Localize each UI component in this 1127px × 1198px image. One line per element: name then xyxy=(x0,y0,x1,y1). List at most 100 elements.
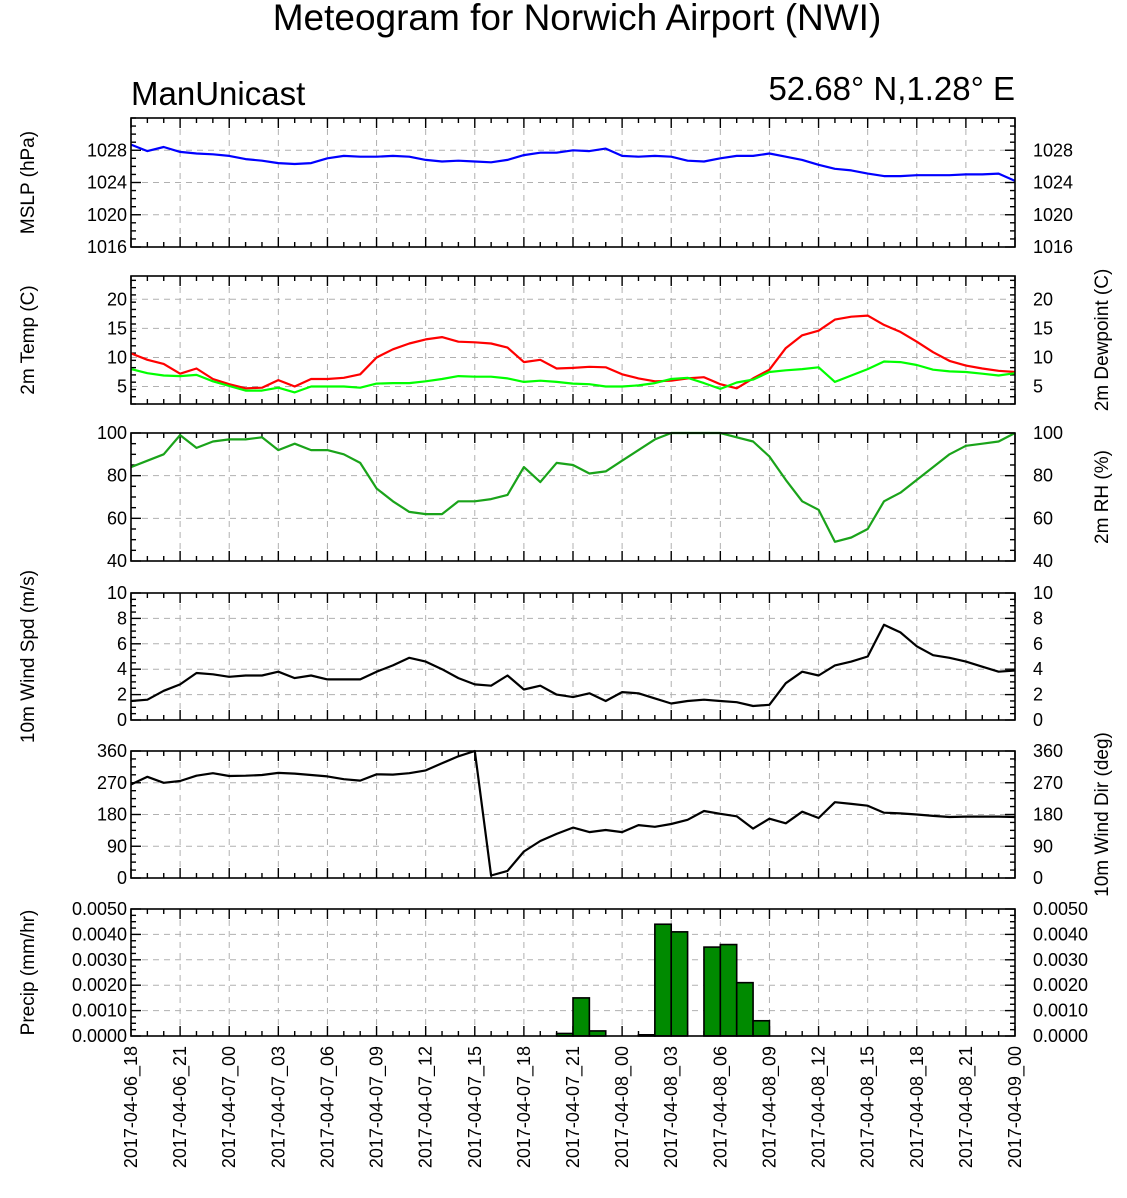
wspd-frame xyxy=(130,592,1016,721)
precip-bar xyxy=(670,931,689,1037)
time-tick-label: 2017-04-08_06 xyxy=(710,1046,731,1168)
precip-ytick-label-right: 0.0010 xyxy=(1033,1001,1088,1021)
time-tick-label: 2017-04-09_00 xyxy=(1005,1046,1026,1168)
wspd-ytick-label-left: 10 xyxy=(107,583,127,603)
dewpoint-line xyxy=(130,360,1016,394)
wdir-ylabel-right: 10m Wind Dir (deg) xyxy=(1092,732,1113,897)
time-tick-label: 2017-04-07_21 xyxy=(563,1046,584,1168)
wdir-ytick-label-left: 0 xyxy=(117,868,127,888)
precipitation-panel: 0.0000 0.0000 0.0010 0.0010 0.0020 0.0020 0.00… xyxy=(18,899,1088,1046)
temp-frame xyxy=(130,275,1016,405)
temp-ytick-label-left: 20 xyxy=(107,289,127,309)
time-tick-label: 2017-04-07_03 xyxy=(268,1046,289,1168)
time-tick-label: 2017-04-07_06 xyxy=(317,1046,338,1168)
wspd-ytick-label-left: 0 xyxy=(117,710,127,730)
wdir-ytick-label-right: 360 xyxy=(1033,741,1063,761)
temperature-dewpoint-panel: 5 5 10 10 15 15 20 20 2m Temp (C) 2m Dewpoint (C) xyxy=(18,269,1113,412)
wdir-ytick-label-left: 90 xyxy=(107,836,127,856)
wspd-ytick-label-left: 4 xyxy=(117,659,127,679)
mslp-ytick-label-right: 1020 xyxy=(1033,205,1073,225)
time-tick-label: 2017-04-08_12 xyxy=(809,1046,830,1168)
rh-ytick-label-right: 100 xyxy=(1033,423,1063,443)
temp-ytick-label-left: 10 xyxy=(107,347,127,367)
wdir-ytick-label-right: 0 xyxy=(1033,868,1043,888)
precip-ytick-label-right: 0.0020 xyxy=(1033,975,1088,995)
precip-ytick-label-left: 0.0000 xyxy=(72,1026,127,1046)
station-source-label: ManUnicast xyxy=(131,75,305,112)
mslp-ytick-label-right: 1024 xyxy=(1033,173,1073,193)
precip-ytick-label-left: 0.0010 xyxy=(72,1001,127,1021)
time-tick-label: 2017-04-07_18 xyxy=(514,1046,535,1168)
temp-ytick-label-left: 15 xyxy=(107,318,127,338)
wspd-ytick-label-right: 2 xyxy=(1033,685,1043,705)
temp-ytick-label-left: 5 xyxy=(117,377,127,397)
wspd-ytick-label-left: 6 xyxy=(117,634,127,654)
rh-ytick-label-left: 100 xyxy=(97,423,127,443)
time-tick-label: 2017-04-06_21 xyxy=(170,1046,191,1168)
temp-ylabel-right: 2m Dewpoint (C) xyxy=(1092,269,1113,412)
rh-ytick-label-right: 60 xyxy=(1033,508,1053,528)
wspd-ytick-label-right: 8 xyxy=(1033,608,1043,628)
rh-ylabel-right: 2m RH (%) xyxy=(1092,450,1113,544)
time-tick-label: 2017-04-07_09 xyxy=(367,1046,388,1168)
precip-bar xyxy=(752,1019,771,1037)
wind-direction-panel: 0 0 90 90 180 180 270 270 360 360 10m Wind Dir (de… xyxy=(97,732,1113,897)
wspd-ytick-label-right: 10 xyxy=(1033,583,1053,603)
time-tick-label: 2017-04-08_03 xyxy=(661,1046,682,1168)
mslp-ytick-label-left: 1028 xyxy=(87,140,127,160)
precip-ylabel-left: Precip (mm/hr) xyxy=(18,910,39,1036)
precip-ytick-label-right: 0.0050 xyxy=(1033,899,1088,919)
time-tick-label: 2017-04-07_00 xyxy=(219,1046,240,1168)
precip-ytick-label-right: 0.0040 xyxy=(1033,924,1088,944)
wdir-frame xyxy=(130,750,1016,879)
precip-ytick-label-left: 0.0040 xyxy=(72,924,127,944)
temp-ytick-label-right: 20 xyxy=(1033,289,1053,309)
time-tick-label: 2017-04-07_15 xyxy=(465,1046,486,1168)
wspd-ylabel-left: 10m Wind Spd (m/s) xyxy=(18,570,39,743)
figure-title: Meteogram for Norwich Airport (NWI) xyxy=(273,0,882,38)
precip-bar xyxy=(703,946,722,1037)
wdir-ytick-label-left: 180 xyxy=(97,805,127,825)
mslp-ytick-label-left: 1016 xyxy=(87,237,127,257)
time-tick-label: 2017-04-08_00 xyxy=(612,1046,633,1168)
temp-ytick-label-right: 15 xyxy=(1033,318,1053,338)
time-tick-label: 2017-04-08_15 xyxy=(858,1046,879,1168)
rh-ytick-label-right: 40 xyxy=(1033,551,1053,571)
precip-frame xyxy=(130,908,1016,1037)
wspd-ytick-label-left: 2 xyxy=(117,685,127,705)
precip-bar xyxy=(719,943,738,1037)
temp-ylabel-left: 2m Temp (C) xyxy=(18,285,39,394)
mslp-ytick-label-left: 1020 xyxy=(87,205,127,225)
rh-ytick-label-right: 80 xyxy=(1033,466,1053,486)
precip-ytick-label-right: 0.0030 xyxy=(1033,950,1088,970)
rh-ytick-label-left: 60 xyxy=(107,508,127,528)
wspd-ytick-label-right: 0 xyxy=(1033,710,1043,730)
precip-ytick-label-left: 0.0020 xyxy=(72,975,127,995)
rh-line xyxy=(130,431,1016,543)
mslp-ytick-label-left: 1024 xyxy=(87,173,127,193)
rh-ytick-label-left: 40 xyxy=(107,551,127,571)
relative-humidity-panel: 40 40 60 60 80 80 100 100 2m RH (%) xyxy=(97,423,1113,571)
time-tick-label: 2017-04-06_18 xyxy=(121,1046,142,1168)
precip-ytick-label-left: 0.0030 xyxy=(72,950,127,970)
mslp-panel: 1016 1016 1020 1020 1024 1024 1028 1028 MSLP (hP… xyxy=(18,117,1073,257)
temp-ytick-label-right: 5 xyxy=(1033,377,1043,397)
precip-bar xyxy=(654,923,673,1037)
wdir-ytick-label-right: 90 xyxy=(1033,836,1053,856)
precip-ytick-label-right: 0.0000 xyxy=(1033,1026,1088,1046)
wspd-ytick-label-right: 6 xyxy=(1033,634,1043,654)
precip-bar xyxy=(735,981,754,1037)
wdir-ytick-label-right: 180 xyxy=(1033,805,1063,825)
temp-ytick-label-right: 10 xyxy=(1033,347,1053,367)
wdir-ytick-label-left: 360 xyxy=(97,741,127,761)
wind-speed-panel: 0 0 2 2 4 4 6 6 8 8 10 10 10m Wind Spd (m/s) xyxy=(18,570,1053,743)
time-tick-label: 2017-04-08_18 xyxy=(907,1046,928,1168)
mslp-line xyxy=(130,143,1016,182)
station-coordinates-label: 52.68° N,1.28° E xyxy=(768,70,1015,107)
wdir-ytick-label-left: 270 xyxy=(97,773,127,793)
precip-ytick-label-left: 0.0050 xyxy=(72,899,127,919)
mslp-ylabel-left: MSLP (hPa) xyxy=(18,131,39,234)
mslp-ytick-label-right: 1016 xyxy=(1033,237,1073,257)
wspd-ytick-label-left: 8 xyxy=(117,608,127,628)
